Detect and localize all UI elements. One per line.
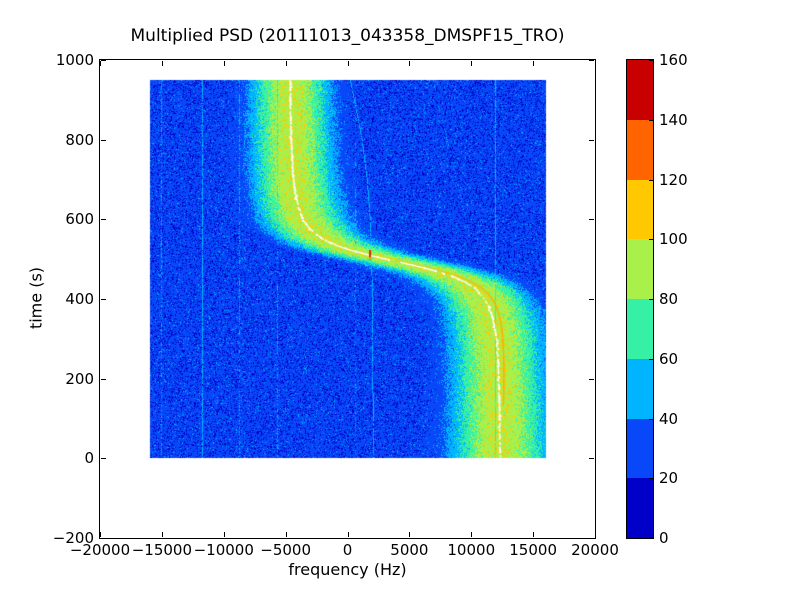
x-tick (533, 61, 534, 66)
colorbar-segment (627, 419, 653, 479)
colorbar-tick-label: 60 (659, 350, 719, 368)
x-axis-label: frequency (Hz) (100, 560, 595, 579)
x-tick (100, 532, 101, 537)
x-tick (409, 61, 410, 66)
colorbar-tick-label: 80 (659, 290, 719, 308)
y-tick (589, 458, 594, 459)
y-tick-label: 0 (18, 449, 94, 467)
x-tick (286, 532, 287, 537)
x-tick (100, 61, 101, 66)
colorbar-tick-label: 0 (659, 529, 719, 547)
chart-title: Multiplied PSD (20111013_043358_DMSPF15_… (100, 26, 595, 46)
colorbar-tick (649, 60, 653, 61)
y-tick (589, 299, 594, 300)
y-tick (101, 379, 106, 380)
x-tick (471, 532, 472, 537)
y-tick (101, 299, 106, 300)
colorbar-tick (649, 239, 653, 240)
y-tick (589, 140, 594, 141)
colorbar-segment (627, 120, 653, 180)
x-tick (471, 61, 472, 66)
y-tick-label: 800 (18, 131, 94, 149)
colorbar-segment (627, 359, 653, 419)
y-tick-label: 400 (18, 290, 94, 308)
colorbar-tick-label: 40 (659, 410, 719, 428)
y-tick (589, 219, 594, 220)
x-tick (224, 532, 225, 537)
y-tick (101, 538, 106, 539)
figure: Multiplied PSD (20111013_043358_DMSPF15_… (0, 0, 800, 600)
colorbar-tick (649, 359, 653, 360)
colorbar-tick (649, 419, 653, 420)
y-tick (589, 538, 594, 539)
x-tick (162, 61, 163, 66)
colorbar-tick-label: 20 (659, 469, 719, 487)
colorbar-tick-label: 120 (659, 171, 719, 189)
colorbar-tick-label: 140 (659, 111, 719, 129)
y-tick-label: 200 (18, 370, 94, 388)
y-tick (589, 60, 594, 61)
y-tick-label: −200 (18, 529, 94, 547)
x-tick (409, 532, 410, 537)
x-tick (595, 532, 596, 537)
colorbar-tick (649, 478, 653, 479)
x-tick (533, 532, 534, 537)
y-tick (589, 379, 594, 380)
colorbar-tick (649, 120, 653, 121)
y-tick-label: 600 (18, 210, 94, 228)
colorbar-segment (627, 299, 653, 359)
x-tick (595, 61, 596, 66)
x-tick (348, 61, 349, 66)
psd-heatmap-canvas (100, 60, 595, 538)
x-tick (224, 61, 225, 66)
x-tick (162, 532, 163, 537)
x-tick (348, 532, 349, 537)
colorbar-tick (649, 299, 653, 300)
colorbar-tick (649, 537, 653, 538)
y-tick (101, 140, 106, 141)
colorbar-tick-label: 100 (659, 230, 719, 248)
colorbar-segment (627, 478, 653, 538)
colorbar-tick (649, 180, 653, 181)
colorbar-segment (627, 60, 653, 120)
y-tick (101, 60, 106, 61)
y-tick (101, 219, 106, 220)
x-tick-label: 20000 (553, 541, 637, 559)
x-tick (286, 61, 287, 66)
y-tick-label: 1000 (18, 51, 94, 69)
colorbar-segment (627, 180, 653, 240)
y-tick (101, 458, 106, 459)
colorbar-tick-label: 160 (659, 51, 719, 69)
colorbar-segment (627, 239, 653, 299)
